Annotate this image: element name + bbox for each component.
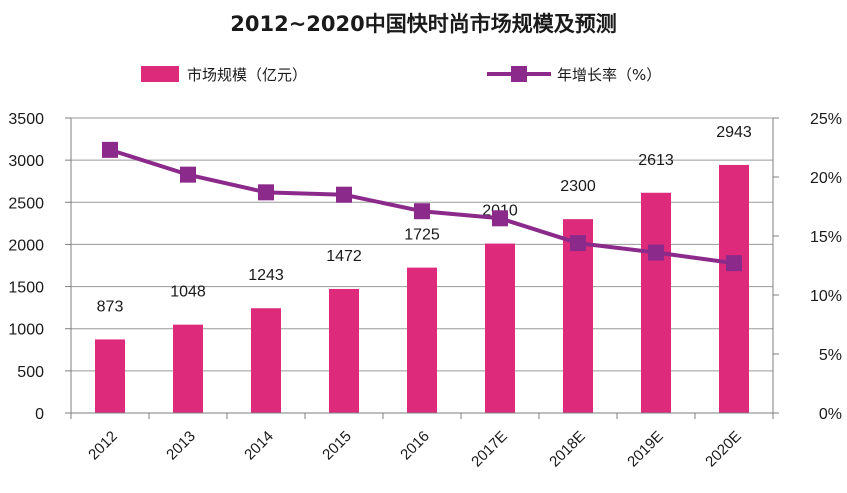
growth-marker — [648, 244, 664, 261]
growth-marker — [180, 166, 196, 183]
data-label: 1048 — [170, 284, 206, 301]
x-tick-label: 2017E — [468, 428, 511, 471]
x-tick-label: 2020E — [702, 428, 745, 471]
bar — [641, 192, 671, 413]
data-label: 1472 — [326, 248, 362, 265]
chart-title: 2012~2020中国快时尚市场规模及预测 — [230, 12, 617, 36]
data-label: 2613 — [638, 152, 674, 169]
right-tick-label: 25% — [810, 111, 842, 128]
legend-label-market-size: 市场规模（亿元） — [187, 66, 307, 84]
legend-label-growth: 年增长率（%） — [557, 66, 661, 84]
bar — [329, 288, 359, 413]
right-tick-label: 10% — [810, 288, 842, 305]
left-tick-label: 2500 — [8, 195, 44, 212]
growth-marker — [102, 141, 118, 158]
right-tick-label: 5% — [819, 347, 842, 364]
data-label: 1725 — [404, 227, 440, 244]
data-label: 2300 — [560, 178, 596, 195]
left-tick-label: 1000 — [8, 322, 44, 339]
growth-line — [102, 141, 742, 272]
left-tick-label: 1500 — [8, 280, 44, 297]
bar — [95, 339, 125, 413]
bar — [485, 243, 515, 413]
right-tick-label: 15% — [810, 229, 842, 246]
bar — [173, 324, 203, 413]
growth-marker — [258, 184, 274, 201]
data-labels: 87310481243147217252010230026132943 — [97, 124, 752, 315]
growth-marker — [570, 235, 586, 252]
data-label: 1243 — [248, 267, 284, 284]
data-label: 2943 — [716, 124, 752, 141]
left-tick-label: 500 — [17, 364, 44, 381]
growth-marker — [336, 186, 352, 203]
legend-swatch-market-size — [141, 66, 179, 82]
growth-marker — [492, 210, 508, 227]
bar — [719, 164, 749, 413]
bar — [251, 308, 281, 413]
data-label: 873 — [97, 298, 124, 315]
x-tick-label: 2018E — [546, 428, 589, 471]
left-tick-label: 2000 — [8, 237, 44, 254]
left-tick-label: 3000 — [8, 153, 44, 170]
legend: 市场规模（亿元） 年增长率（%） — [141, 66, 661, 84]
x-tick-label: 2015 — [319, 428, 355, 464]
right-tick-label: 0% — [819, 406, 842, 423]
x-tick-label: 2014 — [241, 428, 277, 464]
x-tick-label: 2013 — [163, 428, 199, 464]
growth-marker — [414, 203, 430, 220]
x-tick-label: 2016 — [397, 428, 433, 464]
bar — [407, 267, 437, 413]
bar — [563, 219, 593, 413]
x-tick-label: 2019E — [624, 428, 667, 471]
left-tick-label: 0 — [35, 406, 44, 423]
x-tick-label: 2012 — [85, 428, 121, 464]
right-tick-label: 20% — [810, 170, 842, 187]
legend-marker-growth — [511, 66, 527, 82]
growth-marker — [726, 255, 742, 272]
bars — [95, 164, 749, 413]
left-tick-label: 3500 — [8, 111, 44, 128]
